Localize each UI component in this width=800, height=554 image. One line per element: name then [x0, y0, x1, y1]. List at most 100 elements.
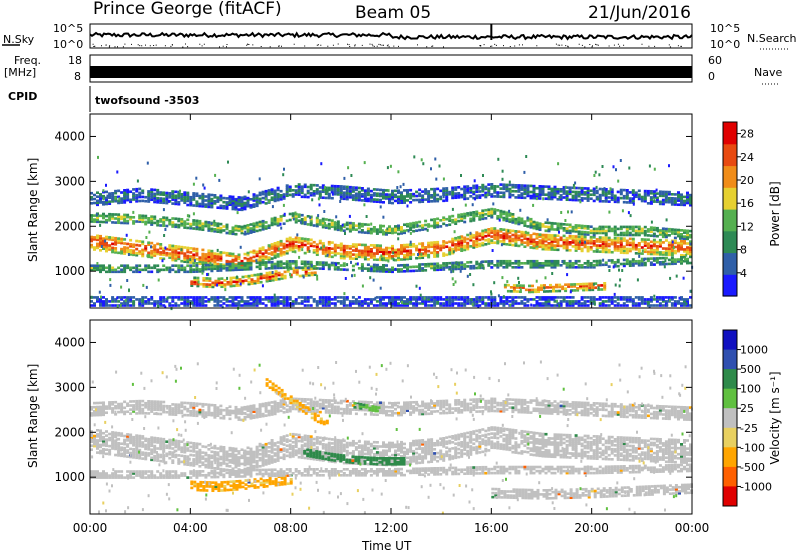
range-gate-cell [496, 195, 500, 198]
range-gate-cell [406, 298, 409, 301]
range-gate-cell [231, 298, 235, 301]
range-gate-cell [96, 199, 99, 203]
range-gate-cell [463, 296, 467, 299]
range-gate-cell [207, 251, 211, 255]
range-gate-cell [291, 244, 295, 247]
range-gate-cell [520, 241, 524, 244]
range-gate-cell [186, 218, 190, 222]
range-gate-cell [222, 204, 226, 208]
range-gate-cell [475, 304, 479, 307]
range-gate-cell [540, 286, 543, 289]
range-gate-cell [597, 284, 601, 287]
range-gate-cell [300, 195, 304, 199]
range-gate-cell [430, 196, 434, 199]
range-gate-cell [652, 240, 656, 244]
range-gate-cell [547, 246, 551, 249]
range-gate-cell [503, 285, 507, 289]
range-gate-cell [306, 189, 310, 193]
range-gate-cell [502, 185, 506, 189]
range-gate-cell [183, 304, 187, 307]
range-gate-cell [276, 198, 280, 202]
range-gate-cell [596, 197, 599, 201]
range-gate-cell [318, 223, 322, 226]
range-gate-cell [541, 298, 545, 301]
range-gate-cell [640, 240, 644, 243]
range-gate-cell [652, 259, 656, 262]
range-gate-cell [553, 236, 557, 239]
range-gate-cell [249, 206, 253, 209]
range-gate-cell [534, 290, 537, 294]
range-gate-cell [375, 269, 379, 273]
range-gate-cell [327, 224, 331, 228]
range-gate-cell [153, 300, 157, 303]
range-gate-cell [406, 224, 409, 228]
range-gate-cell [565, 248, 569, 252]
range-gate-cell [114, 298, 118, 301]
range-gate-cell [406, 265, 409, 269]
range-gate-cell [469, 265, 473, 268]
range-gate-cell [619, 304, 623, 307]
range-gate-cell [385, 197, 388, 200]
range-gate-cell [363, 245, 367, 249]
range-gate-cell [541, 189, 545, 192]
range-gate-cell [478, 218, 482, 221]
range-gate-cell [288, 193, 292, 197]
range-gate-cell [490, 266, 494, 269]
range-gate-cell [589, 262, 593, 265]
range-gate-cell [114, 238, 118, 242]
range-gate-cell [677, 203, 680, 207]
range-gate-cell [217, 283, 221, 287]
range-gate-cell [343, 292, 346, 296]
range-gate-cell [333, 184, 337, 188]
range-gate-cell [625, 262, 629, 266]
range-gate-cell [677, 300, 680, 303]
range-gate-cell [673, 193, 677, 196]
range-gate-cell [114, 247, 118, 250]
range-gate-cell [270, 223, 274, 227]
range-gate-cell [673, 232, 677, 236]
range-gate-cell [111, 300, 115, 303]
range-gate-cell [267, 256, 271, 259]
range-gate-cell [351, 249, 355, 252]
range-gate-cell [505, 300, 509, 303]
range-gate-cell [345, 298, 349, 301]
range-gate-cell [291, 189, 295, 192]
y-tick-label: 4000 [54, 129, 85, 143]
range-gate-cell [234, 302, 238, 305]
range-gate-cell [394, 199, 397, 203]
range-gate-cell [541, 237, 545, 241]
range-gate-cell [436, 298, 440, 301]
range-gate-cell [324, 221, 327, 225]
range-gate-cell [427, 194, 431, 197]
range-gate-cell [246, 265, 249, 269]
range-gate-cell [309, 296, 313, 299]
range-gate-cell [400, 195, 403, 198]
range-gate-cell [553, 244, 557, 247]
range-gate-cell [538, 222, 542, 225]
range-gate-cell [601, 238, 605, 242]
range-gate-cell [96, 300, 99, 303]
range-gate-cell [228, 232, 232, 235]
range-gate-cell [622, 196, 626, 200]
range-gate-cell [90, 268, 93, 272]
range-gate-cell [120, 237, 124, 241]
range-gate-cell [433, 251, 437, 254]
range-gate-cell [342, 195, 346, 199]
range-gate-cell [592, 240, 596, 243]
range-gate-cell [619, 159, 622, 162]
range-gate-cell [150, 188, 154, 191]
range-gate-cell [123, 248, 127, 251]
range-gate-cell [514, 259, 518, 263]
range-gate-cell [228, 254, 232, 257]
range-gate-cell [406, 195, 409, 198]
range-gate-cell [180, 264, 184, 268]
range-gate-cell [607, 238, 611, 242]
range-gate-cell [285, 298, 289, 301]
range-gate-cell [366, 263, 370, 267]
range-gate-cell [592, 236, 596, 239]
range-gate-cell [457, 219, 461, 223]
range-gate-cell [234, 255, 238, 258]
range-gate-cell [433, 197, 437, 201]
range-gate-cell [445, 195, 449, 198]
range-gate-cell [207, 253, 211, 257]
